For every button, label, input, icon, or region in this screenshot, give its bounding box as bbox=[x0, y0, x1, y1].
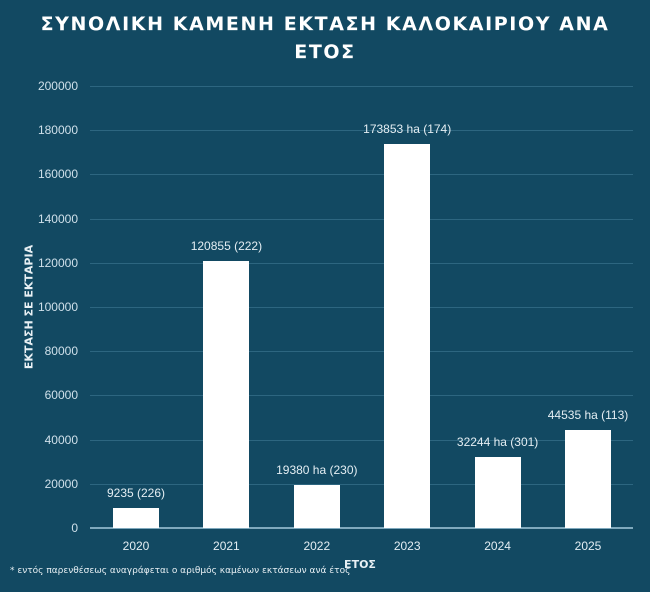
chart-title-line-2: ΕΤΟΣ bbox=[294, 41, 356, 63]
bar-data-label: 9235 (226) bbox=[106, 485, 166, 500]
bar-data-label: 32244 ha (301) bbox=[456, 434, 539, 449]
gridline bbox=[90, 484, 633, 485]
x-tick-label: 2022 bbox=[303, 539, 331, 553]
x-tick-label: 2024 bbox=[484, 539, 511, 553]
x-tick-label: 2023 bbox=[393, 539, 421, 553]
x-tick-label: 2025 bbox=[574, 539, 602, 553]
y-tick-label: 80000 bbox=[44, 344, 78, 359]
gridline bbox=[90, 219, 633, 220]
y-tick-label: 40000 bbox=[44, 432, 78, 447]
bar-data-label: 44535 ha (113) bbox=[547, 407, 629, 422]
bar-2025 bbox=[565, 429, 611, 528]
y-axis-title: ΕΚΤΑΣΗ ΣΕ ΕΚΤΑΡΙΑ bbox=[22, 244, 36, 370]
gridline bbox=[90, 174, 633, 175]
bar-data-label: 173853 ha (174) bbox=[363, 121, 452, 136]
x-tick-label: 2021 bbox=[213, 539, 240, 553]
y-tick-label: 0 bbox=[71, 521, 78, 535]
y-tick-label: 160000 bbox=[37, 167, 78, 182]
x-tick-label: 2020 bbox=[122, 539, 150, 553]
bar-data-label: 19380 ha (230) bbox=[276, 463, 358, 478]
gridline bbox=[90, 307, 633, 308]
y-tick-label: 180000 bbox=[37, 123, 78, 138]
y-tick-label: 200000 bbox=[37, 79, 78, 93]
bar-2021 bbox=[203, 260, 250, 528]
y-tick-label: 140000 bbox=[37, 211, 78, 226]
y-tick-label: 100000 bbox=[37, 300, 78, 314]
x-axis-line bbox=[90, 527, 633, 529]
y-tick-label: 60000 bbox=[44, 388, 78, 403]
bar-2024 bbox=[474, 456, 521, 528]
bar-2020 bbox=[113, 507, 159, 528]
y-tick-label: 120000 bbox=[37, 255, 78, 270]
gridline bbox=[90, 263, 633, 264]
footnote: * εντός παρενθέσεως αναγράφεται ο αριθμό… bbox=[10, 566, 351, 576]
gridline bbox=[90, 440, 633, 441]
bar-2023 bbox=[384, 143, 431, 528]
gridline bbox=[90, 351, 633, 352]
bar-2022 bbox=[293, 485, 340, 528]
x-axis-title: ΕΤΟΣ bbox=[344, 558, 376, 571]
chart-title-line-1: ΣΥΝΟΛΙΚΗ ΚΑΜΕΝΗ ΕΚΤΑΣΗ ΚΑΛΟΚΑΙΡΙΟΥ ΑΝΑ bbox=[40, 13, 610, 35]
bar-data-label: 120855 (222) bbox=[190, 238, 263, 253]
gridline bbox=[90, 86, 633, 87]
chart-title: ΣΥΝΟΛΙΚΗ ΚΑΜΕΝΗ ΕΚΤΑΣΗ ΚΑΛΟΚΑΙΡΙΟΥ ΑΝΑ Ε… bbox=[0, 10, 650, 66]
y-tick-label: 20000 bbox=[44, 476, 78, 491]
gridline bbox=[90, 395, 633, 396]
gridline bbox=[90, 130, 633, 131]
